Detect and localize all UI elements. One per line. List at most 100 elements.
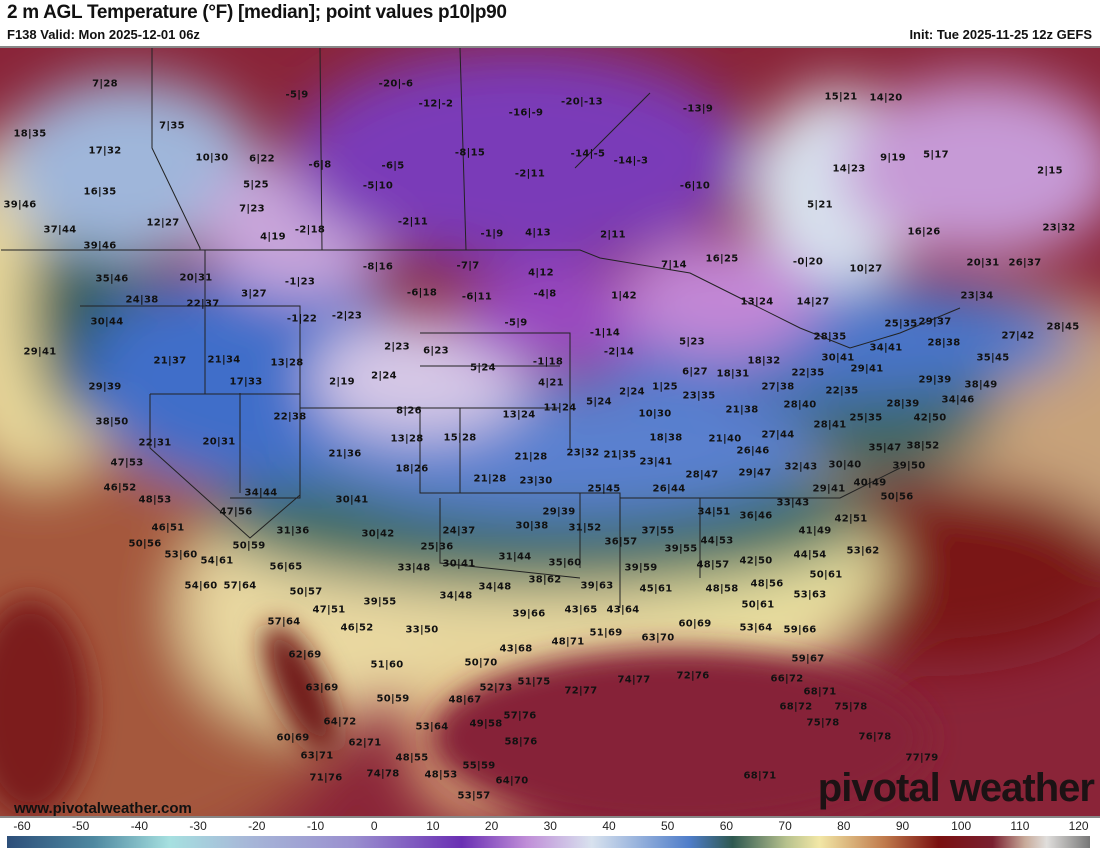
point-value: 20|31	[179, 272, 213, 284]
point-value: 28|35	[813, 331, 847, 343]
point-value: 50|59	[232, 540, 266, 552]
point-value: 6|23	[423, 345, 449, 357]
point-value: 44|54	[793, 549, 827, 561]
point-value: 28|41	[813, 419, 847, 431]
colorbar-tick-label: 20	[484, 819, 499, 833]
point-value: 13|24	[740, 296, 774, 308]
point-value: 35|60	[548, 557, 582, 569]
point-value: 39|59	[624, 562, 658, 574]
point-value: 26|37	[1008, 257, 1042, 269]
point-value: 50|59	[376, 693, 410, 705]
point-value: -8|15	[454, 147, 486, 159]
point-value: 74|78	[366, 768, 400, 780]
point-value: 43|65	[564, 604, 598, 616]
point-value: 25|35	[849, 412, 883, 424]
point-value: 21|40	[708, 433, 742, 445]
point-value: 68|72	[779, 701, 813, 713]
point-value: 48|56	[750, 578, 784, 590]
point-value: -16|-9	[508, 107, 544, 119]
point-value: 17|33	[229, 376, 263, 388]
point-value: 21|28	[514, 451, 548, 463]
point-value: 22|31	[138, 437, 172, 449]
point-value: 29|47	[738, 467, 772, 479]
point-value: 50|57	[289, 586, 323, 598]
point-value: -14|-3	[613, 155, 649, 167]
point-value: 38|52	[906, 440, 940, 452]
point-value: 16|25	[705, 253, 739, 265]
point-value: 28|38	[927, 337, 961, 349]
point-value: 45|61	[639, 583, 673, 595]
point-value: 10|30	[638, 408, 672, 420]
point-value: 15|28	[443, 432, 477, 444]
point-value: 21|37	[153, 355, 187, 367]
colorbar-tick-label: 80	[837, 819, 851, 833]
point-value: 36|57	[604, 536, 638, 548]
point-value: 1|42	[611, 290, 637, 302]
point-value: 77|79	[905, 752, 939, 764]
point-value: 55|59	[462, 760, 496, 772]
point-value: 23|41	[639, 456, 673, 468]
colorbar-tick-label: 100	[951, 819, 972, 833]
point-value: 64|72	[323, 716, 357, 728]
point-value: 47|53	[110, 457, 144, 469]
temperature-field	[0, 48, 1100, 816]
point-value: -7|7	[456, 260, 480, 272]
point-value: 38|50	[95, 416, 129, 428]
point-value: 64|70	[495, 775, 529, 787]
point-value: 48|57	[696, 559, 730, 571]
point-value: 28|47	[685, 469, 719, 481]
point-value: 24|37	[442, 525, 476, 537]
point-value: 62|69	[288, 649, 322, 661]
point-value: 31|36	[276, 525, 310, 537]
init-time: Init: Tue 2025-11-25 12z GEFS	[909, 27, 1092, 42]
colorbar-tick-label: 30	[543, 819, 557, 833]
point-value: 20|31	[202, 436, 236, 448]
colorbar-tick-label: 10	[426, 819, 440, 833]
point-value: -20|-6	[378, 78, 414, 90]
point-value: 50|61	[741, 599, 775, 611]
point-value: 5|21	[807, 199, 833, 211]
point-value: 36|46	[739, 510, 773, 522]
point-value: 75|78	[834, 701, 868, 713]
point-value: 34|51	[697, 506, 731, 518]
point-value: 72|77	[564, 685, 598, 697]
point-value: 29|39	[88, 381, 122, 393]
point-value: 7|14	[661, 259, 687, 271]
point-value: 29|41	[812, 483, 846, 495]
point-value: 76|78	[858, 731, 892, 743]
point-value: 53|60	[164, 549, 198, 561]
temperature-map[interactable]: 7|28 18|35 7|35 17|32 10|30 6|22 -5|9 -20|-6 -12…	[0, 46, 1100, 818]
point-value: 6|27	[682, 366, 708, 378]
point-value: 46|52	[103, 482, 137, 494]
point-value: 14|20	[869, 92, 903, 104]
point-value: 26|46	[736, 445, 770, 457]
point-value: 23|32	[566, 447, 600, 459]
colorbar-tick-label: 70	[778, 819, 792, 833]
colorbar: -60 -50 -40 -30 -20 -10 0 10 20 30 40 50 60 70 80 90 100…	[0, 818, 1100, 850]
point-value: 27|44	[761, 429, 795, 441]
point-value: 33|48	[397, 562, 431, 574]
point-value: 38|49	[964, 379, 998, 391]
point-value: 5|17	[923, 149, 949, 161]
point-value: 38|62	[528, 574, 562, 586]
colorbar-tick-label: 0	[370, 819, 378, 833]
point-value: 2|24	[619, 386, 645, 398]
point-value: 49|58	[469, 718, 503, 730]
point-value: 10|30	[195, 152, 229, 164]
point-value: 35|47	[868, 442, 902, 454]
point-value: 50|70	[464, 657, 498, 669]
colorbar-tick-label: -50	[72, 819, 90, 833]
point-value: 37|44	[43, 224, 77, 236]
borders	[1, 48, 961, 608]
point-value: 32|43	[784, 461, 818, 473]
point-value: 39|55	[664, 543, 698, 555]
point-value: 18|38	[649, 432, 683, 444]
valid-time: F138 Valid: Mon 2025-12-01 06z	[7, 27, 200, 42]
point-value: 4|21	[538, 377, 564, 389]
point-value: 21|38	[725, 404, 759, 416]
point-value: 39|50	[892, 460, 926, 472]
point-value: 59|67	[791, 653, 825, 665]
point-value: 4|19	[260, 231, 286, 243]
point-value: 25|35	[884, 318, 918, 330]
point-value: -6|8	[308, 159, 332, 171]
